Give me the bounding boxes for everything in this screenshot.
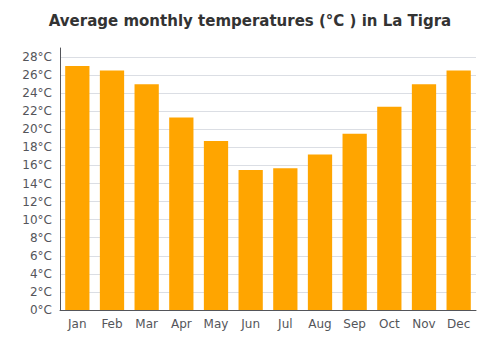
svg-text:Jun: Jun xyxy=(240,317,260,331)
svg-text:Apr: Apr xyxy=(171,317,192,331)
svg-text:12°C: 12°C xyxy=(22,195,52,209)
svg-text:May: May xyxy=(204,317,229,331)
svg-text:18°C: 18°C xyxy=(22,140,52,154)
svg-text:Feb: Feb xyxy=(101,317,122,331)
svg-text:26°C: 26°C xyxy=(22,68,52,82)
svg-text:Dec: Dec xyxy=(447,317,470,331)
svg-text:20°C: 20°C xyxy=(22,122,52,136)
svg-text:0°C: 0°C xyxy=(30,303,52,317)
svg-text:Nov: Nov xyxy=(412,317,435,331)
svg-text:Mar: Mar xyxy=(135,317,158,331)
svg-text:Jan: Jan xyxy=(67,317,87,331)
svg-text:2°C: 2°C xyxy=(30,285,52,299)
svg-text:16°C: 16°C xyxy=(22,158,52,172)
svg-text:4°C: 4°C xyxy=(30,267,52,281)
svg-text:28°C: 28°C xyxy=(22,50,52,64)
svg-text:22°C: 22°C xyxy=(22,104,52,118)
svg-text:24°C: 24°C xyxy=(22,86,52,100)
svg-text:Sep: Sep xyxy=(343,317,366,331)
svg-text:14°C: 14°C xyxy=(22,177,52,191)
svg-text:Average monthly temperatures (: Average monthly temperatures (°C ) in La… xyxy=(49,12,452,30)
svg-text:Aug: Aug xyxy=(308,317,331,331)
svg-text:Oct: Oct xyxy=(379,317,400,331)
svg-text:6°C: 6°C xyxy=(30,249,52,263)
svg-text:Jul: Jul xyxy=(277,317,292,331)
svg-text:8°C: 8°C xyxy=(30,231,52,245)
svg-text:10°C: 10°C xyxy=(22,213,52,227)
